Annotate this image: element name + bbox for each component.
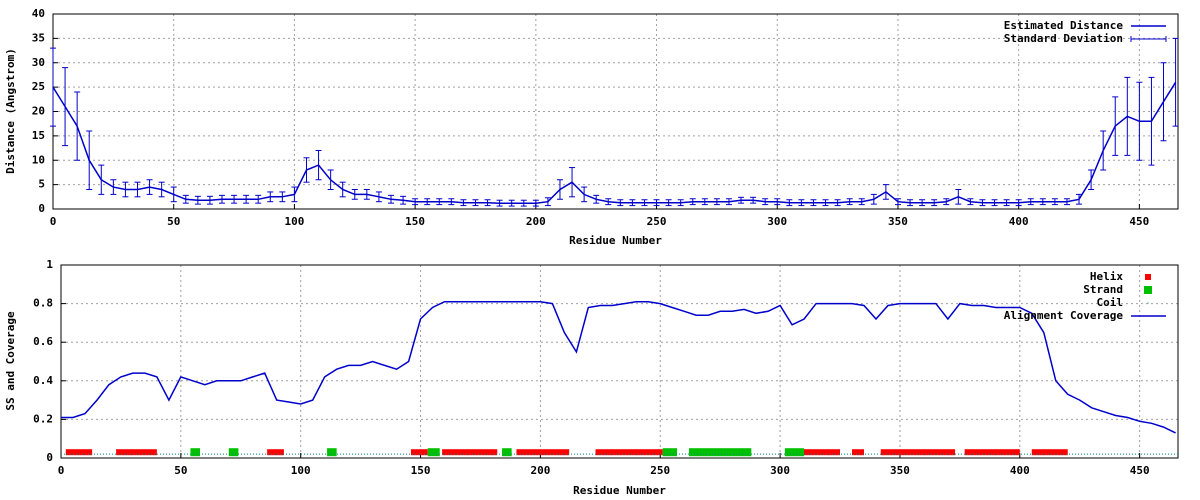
legend-swatch xyxy=(1147,302,1149,304)
ss-segment xyxy=(190,448,201,457)
x-tick-label: 0 xyxy=(50,215,57,228)
error-bar xyxy=(1172,37,1179,127)
y-tick-label: 40 xyxy=(32,7,45,20)
x-tick-label: 200 xyxy=(526,215,546,228)
ss-segment xyxy=(880,449,956,456)
y-axis-label: Distance (Angstrom) xyxy=(4,48,17,174)
y-tick-label: 1 xyxy=(46,258,53,271)
ss-segment xyxy=(784,448,805,457)
ss-segment xyxy=(964,449,1020,456)
y-tick-label: 5 xyxy=(38,178,45,191)
ss-segment xyxy=(595,449,663,456)
x-tick-label: 450 xyxy=(1130,464,1150,477)
ss-segment xyxy=(662,448,678,457)
ss-segment xyxy=(799,449,841,456)
y-tick-label: 25 xyxy=(32,80,45,93)
legend-label: Standard Deviation xyxy=(1004,32,1123,45)
x-tick-label: 150 xyxy=(405,215,425,228)
y-tick-label: 0 xyxy=(38,202,45,215)
ss-segment xyxy=(689,448,752,457)
x-tick-label: 0 xyxy=(58,464,65,477)
ss-segment xyxy=(1031,449,1068,456)
y-tick-label: 20 xyxy=(32,105,45,118)
ss-segment xyxy=(327,448,337,457)
x-tick-label: 400 xyxy=(1009,215,1029,228)
y-tick-label: 15 xyxy=(32,129,45,142)
ss-segment xyxy=(65,449,93,456)
x-tick-label: 100 xyxy=(291,464,311,477)
y-tick-label: 0.8 xyxy=(33,297,53,310)
legend-label: Estimated Distance xyxy=(1004,19,1124,32)
data-line xyxy=(61,300,1176,434)
x-tick-label: 350 xyxy=(888,215,908,228)
x-axis-label: Residue Number xyxy=(569,234,662,247)
x-tick-label: 250 xyxy=(650,464,670,477)
ss-segment xyxy=(502,448,512,457)
legend-label: Helix xyxy=(1090,270,1123,283)
ss-segment xyxy=(116,449,157,456)
x-tick-label: 250 xyxy=(647,215,667,228)
x-tick-label: 100 xyxy=(284,215,304,228)
legend-label: Strand xyxy=(1083,283,1123,296)
data-line xyxy=(52,81,1177,204)
y-tick-label: 30 xyxy=(32,56,45,69)
plot-frame xyxy=(60,264,1179,459)
y-tick-label: 0.4 xyxy=(33,374,53,387)
y-axis-label: SS and Coverage xyxy=(4,311,17,411)
legend-swatch xyxy=(1145,274,1151,280)
x-axis-label: Residue Number xyxy=(573,484,666,497)
ss-segment xyxy=(442,449,498,456)
x-tick-label: 150 xyxy=(411,464,431,477)
x-tick-label: 400 xyxy=(1010,464,1030,477)
x-tick-label: 200 xyxy=(530,464,550,477)
legend-swatch xyxy=(1144,286,1152,294)
y-tick-label: 35 xyxy=(32,31,45,44)
legend-label: Alignment Coverage xyxy=(1004,309,1124,322)
ss-segment xyxy=(267,449,284,456)
x-tick-label: 450 xyxy=(1129,215,1149,228)
ss-segment xyxy=(228,448,239,457)
y-tick-label: 10 xyxy=(32,153,45,166)
x-tick-label: 300 xyxy=(770,464,790,477)
ss-segment xyxy=(516,449,570,456)
x-tick-label: 300 xyxy=(767,215,787,228)
x-tick-label: 50 xyxy=(167,215,180,228)
y-tick-label: 0.6 xyxy=(33,335,53,348)
y-tick-label: 0.2 xyxy=(33,412,53,425)
ss-segment xyxy=(410,449,428,456)
ss-segment xyxy=(427,448,440,457)
y-tick-label: 0 xyxy=(46,451,53,464)
legend-label: Coil xyxy=(1097,296,1124,309)
x-tick-label: 350 xyxy=(890,464,910,477)
x-tick-label: 50 xyxy=(174,464,187,477)
ss-segment xyxy=(852,449,864,456)
